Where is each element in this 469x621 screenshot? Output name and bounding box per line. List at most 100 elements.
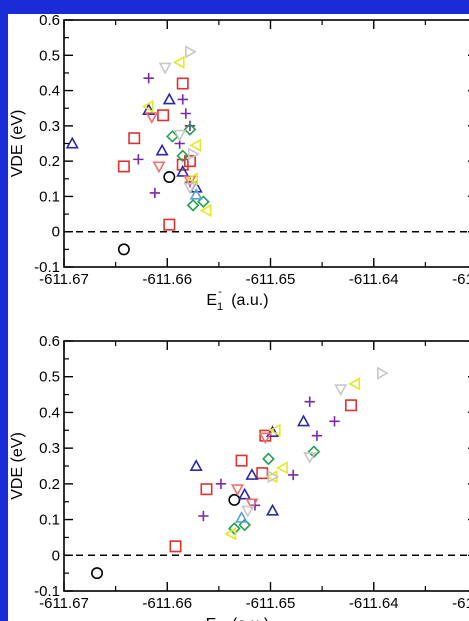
- y-tick-label: 0.6: [39, 14, 60, 29]
- x-tick-label: -611.66: [142, 595, 192, 612]
- y-tick-label: 0.3: [39, 440, 60, 457]
- data-point-circle: [91, 567, 104, 580]
- data-point-triangle-down: [241, 505, 255, 518]
- plot-frame: [63, 340, 469, 592]
- y-tick-label: 0.5: [39, 369, 60, 386]
- data-point-triangle-left: [224, 527, 237, 541]
- data-point-diamond: [186, 198, 200, 212]
- data-point-triangle-down: [145, 112, 159, 124]
- x-tick-label: -611.63: [452, 595, 469, 612]
- y-tick-label: 0: [52, 224, 60, 241]
- y-tick-label: 0.3: [39, 118, 60, 135]
- data-point-triangle-up: [189, 187, 203, 200]
- data-point-plus: [215, 478, 227, 490]
- x-axis-label-sub: 1: [217, 301, 223, 313]
- data-point-square: [176, 158, 189, 171]
- y-tick-label: 0.4: [39, 83, 60, 100]
- x-tick-label: -611.63: [452, 271, 469, 288]
- x-tick-label: -611.67: [39, 271, 89, 288]
- data-point-diamond: [262, 452, 275, 466]
- data-point-triangle-down: [258, 432, 272, 445]
- data-point-diamond: [183, 123, 197, 136]
- data-point-triangle-up: [245, 468, 259, 480]
- y-tick-label: -0.1: [34, 259, 60, 276]
- data-point-triangle-left: [172, 55, 185, 69]
- data-point-circle: [163, 171, 176, 184]
- figure-frame: -611.67-611.66-611.65-611.64-611.63-0.10…: [8, 14, 469, 621]
- x-axis-label-main: E: [206, 616, 217, 621]
- data-point-triangle-up: [65, 136, 79, 149]
- data-point-plus: [143, 73, 154, 84]
- data-point-diamond: [228, 522, 241, 535]
- plot-frame: [63, 19, 469, 268]
- data-points: [91, 366, 389, 580]
- y-axis-label: VDE (eV): [9, 110, 26, 178]
- data-point-square: [128, 132, 141, 145]
- x-tick-label: -611.64: [349, 271, 399, 288]
- data-point-triangle-up: [235, 510, 249, 523]
- data-point-square: [157, 109, 170, 122]
- data-point-triangle-down: [158, 62, 172, 75]
- x-tick-label: -611.64: [349, 595, 399, 612]
- data-point-triangle-right: [185, 45, 197, 59]
- data-point-plus: [180, 108, 192, 119]
- scatter-panel-1: -611.67 -611.66 -611.65 -611.64 -611.63 -0.1 0…: [9, 14, 469, 313]
- y-tick-label: 0.1: [39, 512, 60, 529]
- y-tick-label: 0.5: [39, 47, 60, 64]
- data-point-square: [183, 155, 196, 168]
- x-tick-label: -611.66: [142, 271, 192, 288]
- data-point-triangle-up: [266, 425, 280, 438]
- x-axis-label-main: E: [206, 292, 217, 309]
- x-axis-label: E1 - (a.u.): [206, 286, 268, 313]
- data-point-triangle-left: [268, 423, 281, 437]
- data-point-triangle-up: [238, 487, 252, 500]
- data-point-triangle-left: [189, 138, 202, 152]
- data-point-triangle-left: [348, 377, 361, 391]
- data-point-diamond: [238, 518, 252, 532]
- data-point-square: [235, 454, 248, 467]
- data-point-triangle-left: [199, 203, 212, 218]
- data-point-square: [200, 483, 213, 496]
- x-axis-label-units: (a.u.): [227, 616, 269, 621]
- data-point-square: [117, 160, 130, 173]
- y-tick-label: -0.1: [34, 583, 60, 600]
- data-point-square: [345, 399, 358, 412]
- data-point-triangle-down: [245, 498, 259, 511]
- data-point-triangle-left: [186, 172, 199, 186]
- data-point-triangle-down: [303, 452, 317, 464]
- data-point-triangle-down: [183, 182, 197, 195]
- data-point-diamond: [176, 149, 190, 163]
- data-point-plus: [177, 94, 188, 105]
- x-tick-label: -611.67: [39, 595, 89, 612]
- data-point-square: [176, 77, 189, 90]
- x-tick-label: -611.65: [246, 271, 296, 288]
- data-point-triangle-up: [155, 143, 169, 156]
- data-point-plus: [288, 469, 299, 481]
- data-point-triangle-left: [276, 461, 288, 475]
- y-tick-label: 0.4: [39, 404, 60, 421]
- data-point-square: [163, 218, 176, 231]
- y-axis-label: VDE (eV): [9, 432, 26, 500]
- data-point-plus: [149, 187, 161, 199]
- y-tick-label: 0.2: [39, 153, 60, 170]
- data-point-plus: [198, 510, 209, 522]
- data-point-triangle-right: [377, 366, 389, 380]
- data-point-triangle-down: [230, 484, 245, 497]
- data-point-square: [256, 467, 269, 480]
- x-axis-label-sup: -: [218, 286, 222, 298]
- data-point-triangle-up: [266, 503, 280, 516]
- x-axis-label: E1 (a.u.): [206, 616, 270, 621]
- data-point-plus: [184, 120, 196, 132]
- data-point-triangle-up: [162, 92, 176, 105]
- scatter-figure: -611.67-611.66-611.65-611.64-611.63-0.10…: [9, 14, 469, 621]
- data-point-triangle-down: [173, 129, 187, 142]
- x-axis-label-units: (a.u.): [227, 292, 269, 309]
- y-tick-label: 0: [52, 547, 60, 564]
- data-point-triangle-down: [334, 384, 348, 397]
- data-point-triangle-up: [142, 103, 156, 115]
- data-point-triangle-up: [176, 164, 190, 177]
- y-tick-label: 0.2: [39, 476, 60, 493]
- data-point-triangle-down: [152, 161, 166, 174]
- data-point-plus: [133, 154, 144, 165]
- y-tick-label: 0.6: [39, 333, 60, 350]
